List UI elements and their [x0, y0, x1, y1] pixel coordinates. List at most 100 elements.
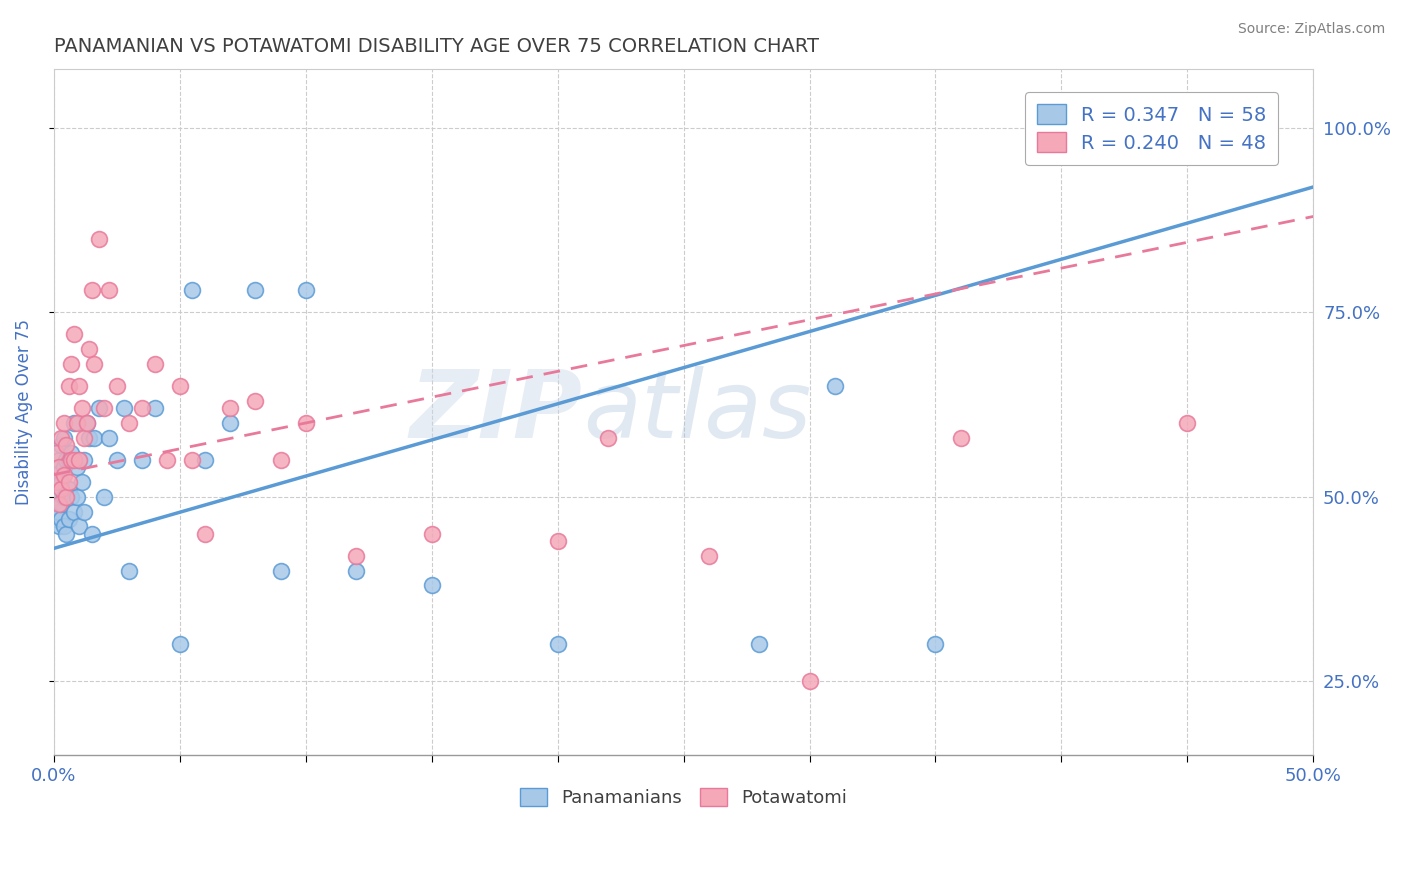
Point — [63, 327, 86, 342]
Point — [118, 564, 141, 578]
Point — [60, 445, 83, 459]
Point — [344, 564, 367, 578]
Point — [245, 393, 267, 408]
Point — [48, 497, 70, 511]
Point — [112, 401, 135, 416]
Point — [1175, 416, 1198, 430]
Point — [824, 379, 846, 393]
Point — [67, 379, 90, 393]
Point — [547, 637, 569, 651]
Point — [73, 431, 96, 445]
Point — [55, 526, 77, 541]
Text: Source: ZipAtlas.com: Source: ZipAtlas.com — [1237, 22, 1385, 37]
Point — [76, 416, 98, 430]
Point — [420, 526, 443, 541]
Y-axis label: Disability Age Over 75: Disability Age Over 75 — [15, 319, 32, 505]
Point — [58, 453, 80, 467]
Point — [93, 401, 115, 416]
Point — [51, 512, 73, 526]
Point — [344, 549, 367, 563]
Legend: Panamanians, Potawatomi: Panamanians, Potawatomi — [512, 780, 855, 814]
Point — [48, 519, 70, 533]
Point — [65, 490, 87, 504]
Point — [48, 475, 70, 489]
Point — [67, 453, 90, 467]
Point — [83, 431, 105, 445]
Point — [52, 490, 75, 504]
Point — [45, 512, 67, 526]
Point — [77, 431, 100, 445]
Point — [80, 526, 103, 541]
Point — [52, 467, 75, 482]
Point — [83, 357, 105, 371]
Point — [58, 475, 80, 489]
Point — [65, 416, 87, 430]
Point — [1251, 120, 1274, 135]
Point — [799, 674, 821, 689]
Point — [80, 283, 103, 297]
Point — [169, 637, 191, 651]
Point — [420, 578, 443, 592]
Point — [93, 490, 115, 504]
Point — [51, 483, 73, 497]
Point — [55, 490, 77, 504]
Point — [294, 416, 316, 430]
Point — [949, 431, 972, 445]
Point — [294, 283, 316, 297]
Point — [73, 504, 96, 518]
Point — [76, 416, 98, 430]
Point — [45, 467, 67, 482]
Point — [245, 283, 267, 297]
Point — [219, 401, 242, 416]
Point — [67, 453, 90, 467]
Point — [48, 504, 70, 518]
Point — [63, 416, 86, 430]
Point — [194, 526, 217, 541]
Point — [63, 504, 86, 518]
Point — [73, 453, 96, 467]
Point — [143, 401, 166, 416]
Point — [52, 416, 75, 430]
Point — [51, 497, 73, 511]
Point — [77, 343, 100, 357]
Point — [52, 431, 75, 445]
Point — [58, 379, 80, 393]
Point — [98, 431, 121, 445]
Point — [105, 379, 128, 393]
Point — [52, 460, 75, 475]
Point — [45, 445, 67, 459]
Point — [48, 460, 70, 475]
Point — [51, 438, 73, 452]
Point — [131, 453, 153, 467]
Point — [270, 564, 292, 578]
Point — [45, 490, 67, 504]
Point — [51, 475, 73, 489]
Point — [181, 453, 204, 467]
Point — [52, 519, 75, 533]
Text: PANAMANIAN VS POTAWATOMI DISABILITY AGE OVER 75 CORRELATION CHART: PANAMANIAN VS POTAWATOMI DISABILITY AGE … — [53, 37, 818, 56]
Point — [58, 512, 80, 526]
Point — [60, 453, 83, 467]
Point — [89, 231, 111, 245]
Point — [48, 453, 70, 467]
Point — [219, 416, 242, 430]
Point — [70, 475, 93, 489]
Point — [697, 549, 720, 563]
Point — [63, 453, 86, 467]
Point — [70, 401, 93, 416]
Text: ZIP: ZIP — [411, 366, 583, 458]
Point — [60, 357, 83, 371]
Point — [181, 283, 204, 297]
Point — [89, 401, 111, 416]
Point — [98, 283, 121, 297]
Point — [51, 431, 73, 445]
Point — [118, 416, 141, 430]
Point — [547, 534, 569, 549]
Point — [67, 519, 90, 533]
Point — [748, 637, 770, 651]
Point — [55, 438, 77, 452]
Point — [924, 637, 946, 651]
Point — [169, 379, 191, 393]
Point — [65, 460, 87, 475]
Point — [60, 490, 83, 504]
